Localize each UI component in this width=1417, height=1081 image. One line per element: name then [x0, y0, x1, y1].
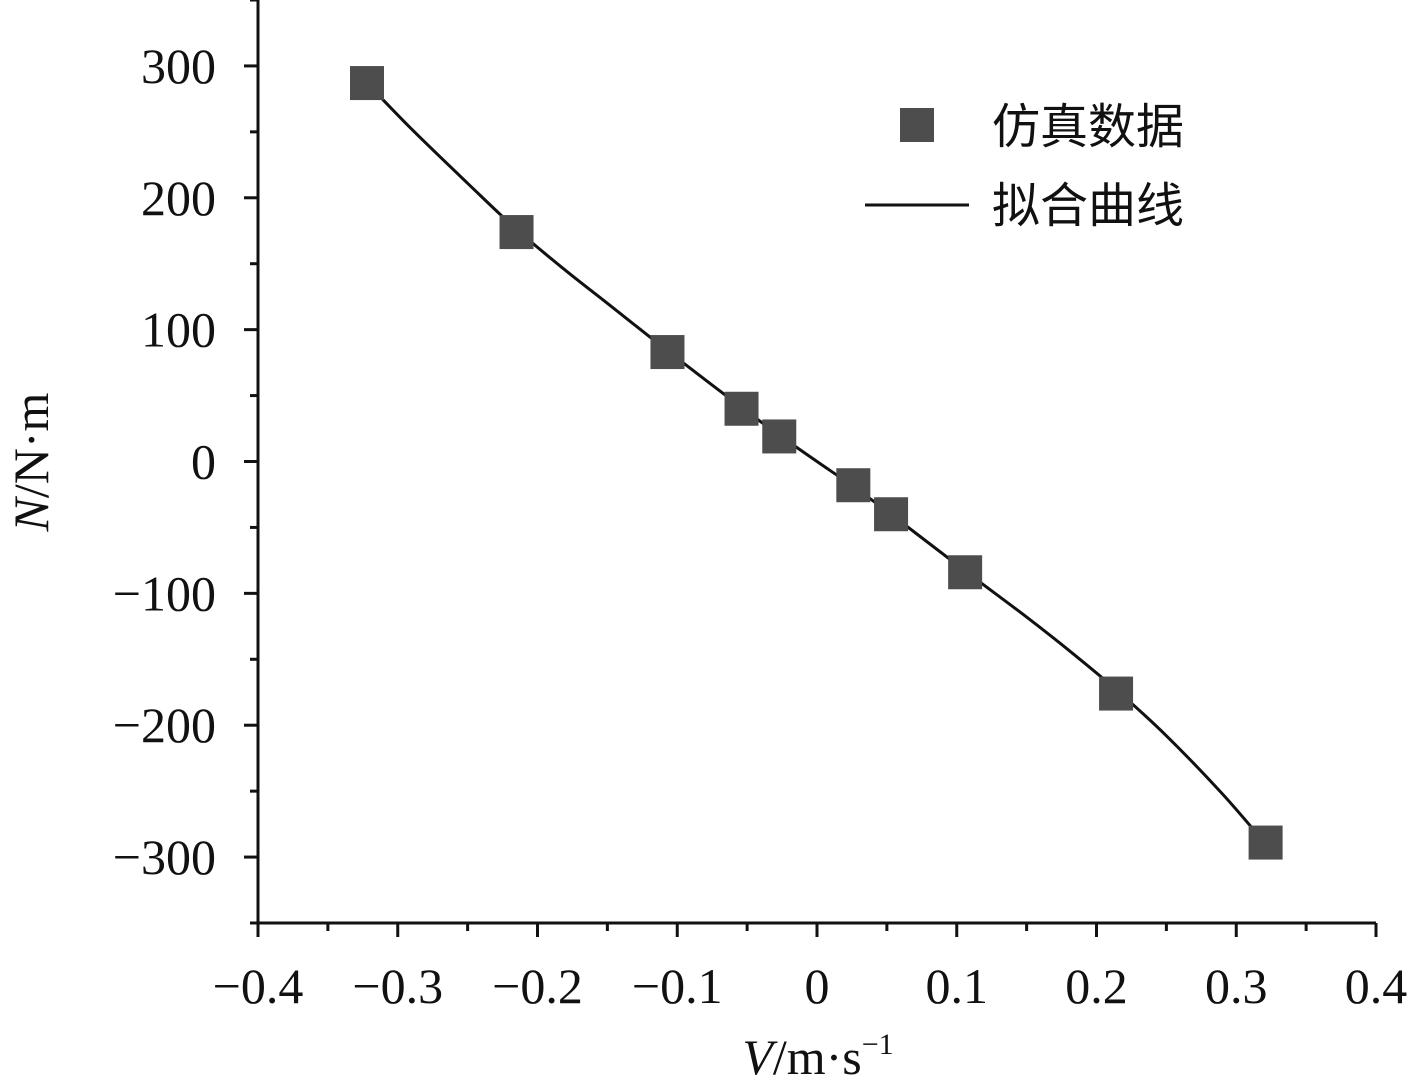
x-tick-label: 0.3	[1205, 958, 1268, 1014]
legend-label-simulation: 仿真数据	[992, 99, 1184, 155]
x-tick-label: 0.1	[926, 958, 989, 1014]
y-axis-var: N	[3, 495, 59, 532]
y-tick-label: −100	[113, 565, 216, 621]
y-tick-label: −200	[113, 697, 216, 753]
x-tick-label: −0.2	[492, 958, 583, 1014]
x-axis-var: V	[742, 1029, 778, 1081]
x-tick-label: 0.4	[1345, 958, 1408, 1014]
ticks	[244, 0, 1378, 937]
data-point-square	[1099, 676, 1134, 711]
tick-labels: −0.4 −0.3 −0.2 −0.1 0 0.1 0.2 0.3 0.4 300 200 100 0 −…	[113, 38, 1407, 1014]
data-point-square	[948, 555, 983, 590]
plot-area	[350, 66, 1283, 860]
data-point-square	[762, 419, 797, 454]
data-point-square	[836, 468, 871, 503]
x-tick-label: −0.1	[632, 958, 723, 1014]
x-axis-unit: /m·s	[773, 1029, 862, 1081]
data-point-square	[350, 66, 385, 101]
y-tick-label: 200	[141, 170, 216, 226]
data-point-square	[874, 497, 909, 532]
y-tick-label: −300	[113, 829, 216, 885]
y-tick-label: 100	[141, 302, 216, 358]
x-axis-label: V/m·s−1	[742, 1028, 893, 1081]
y-tick-label: 0	[191, 434, 216, 490]
x-axis-unit-sup: −1	[862, 1028, 894, 1061]
data-point-square	[724, 391, 759, 426]
data-point-square	[1248, 825, 1283, 860]
y-axis-unit: /N·m	[3, 392, 59, 498]
data-point-square	[650, 335, 685, 370]
x-tick-label: −0.4	[213, 958, 304, 1014]
legend-marker-simulation	[900, 108, 934, 142]
y-axis-label: N/N·m	[3, 392, 59, 532]
data-point-square	[499, 215, 534, 250]
x-tick-label: 0.2	[1065, 958, 1128, 1014]
legend-label-fit: 拟合曲线	[992, 178, 1184, 234]
y-tick-label: 300	[141, 38, 216, 94]
x-tick-label: 0	[805, 958, 830, 1014]
x-tick-label: −0.3	[352, 958, 443, 1014]
legend: 仿真数据 拟合曲线	[865, 99, 1184, 234]
